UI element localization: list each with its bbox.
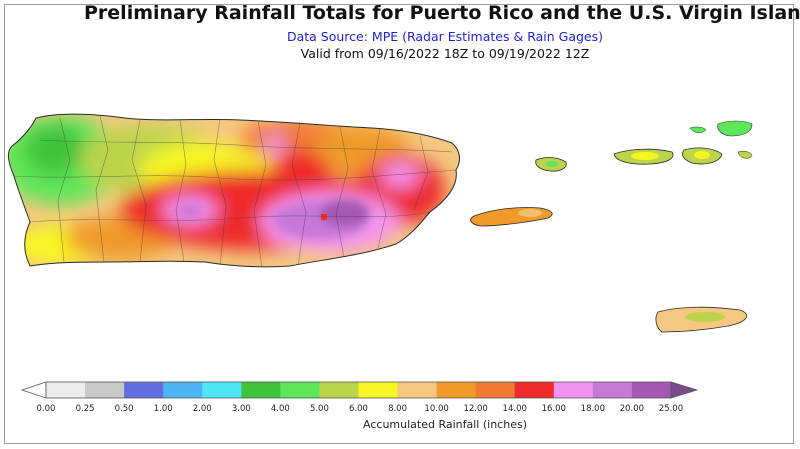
colorbar-swatch [631, 382, 672, 398]
colorbar-tick-label: 16.00 [541, 404, 566, 414]
colorbar-tick-label: 25.00 [658, 404, 684, 414]
valid-period-label: Valid from 09/16/2022 18Z to 09/19/2022 … [300, 46, 590, 61]
colorbar-tick-label: 4.00 [270, 404, 290, 414]
colorbar-tick-label: 20.00 [619, 404, 645, 414]
colorbar-swatch [475, 382, 516, 398]
colorbar-tick-label: 14.00 [502, 404, 527, 414]
colorbar-tick-label: 8.00 [388, 404, 407, 414]
colorbar-extend-low [20, 381, 47, 399]
figure-frame [4, 4, 794, 444]
colorbar-tick-label: 0.25 [75, 404, 95, 414]
colorbar-outline [45, 381, 672, 399]
colorbar-tick-label: 0.00 [36, 404, 56, 414]
colorbar-swatch [592, 382, 633, 398]
island-puerto-rico [7, 113, 460, 268]
colorbar-swatch [319, 382, 359, 398]
colorbar-swatch [46, 382, 86, 398]
colorbar-swatch [124, 382, 164, 398]
colorbar-tick-label: 6.00 [349, 404, 368, 414]
colorbar-swatch [514, 382, 555, 398]
island-vieques [470, 207, 553, 227]
colorbar-title: Accumulated Rainfall (inches) [363, 418, 527, 431]
data-source-subtitle: Data Source: MPE (Radar Estimates & Rain… [286, 29, 603, 44]
colorbar-swatch [358, 382, 399, 398]
colorbar-tick-label: 3.00 [231, 404, 251, 414]
island-culebra [535, 157, 567, 172]
colorbar-swatch [280, 382, 320, 398]
colorbar-tick-label: 1.00 [153, 404, 173, 414]
colorbar-tick-label: 12.00 [463, 404, 488, 414]
colorbar-tick-label: 2.00 [192, 404, 212, 414]
colorbar-swatch [241, 382, 281, 398]
colorbar-swatch [553, 382, 594, 398]
colorbar-extend-high [670, 381, 699, 399]
colorbar-tick-label: 10.00 [424, 404, 449, 414]
map-title: Preliminary Rainfall Totals for Puerto R… [84, 2, 800, 24]
colorbar-tick-label: 5.00 [309, 404, 329, 414]
colorbar-swatch [397, 382, 438, 398]
island-st-croix [655, 306, 748, 333]
colorbar-swatch [202, 382, 242, 398]
colorbar [20, 381, 699, 399]
colorbar-swatch [163, 382, 203, 398]
island-st-john [682, 120, 753, 165]
colorbar-tick-label: 0.50 [114, 404, 134, 414]
island-st-thomas [613, 148, 674, 165]
colorbar-swatch [85, 382, 125, 398]
colorbar-tick-label: 18.00 [580, 404, 605, 414]
colorbar-swatch [436, 382, 477, 398]
